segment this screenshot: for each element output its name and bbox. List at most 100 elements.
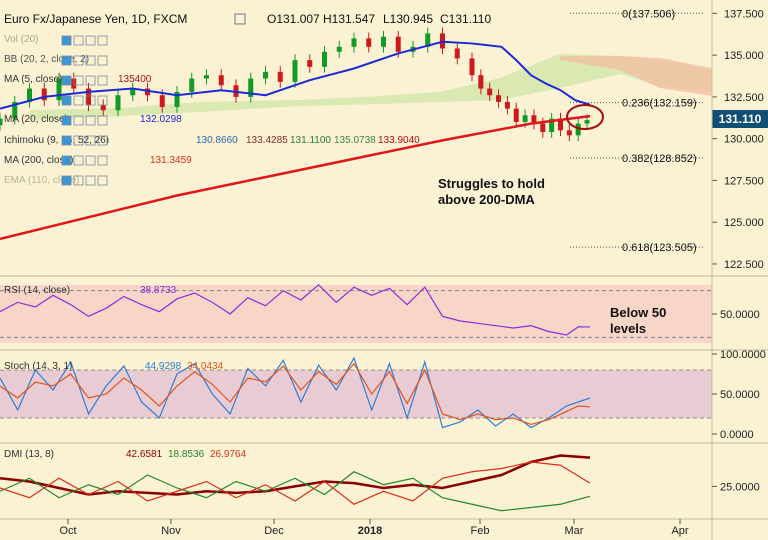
dmi-series-0 bbox=[0, 454, 591, 496]
legend-control-button[interactable] bbox=[85, 155, 96, 166]
legend-control-button[interactable] bbox=[73, 155, 84, 166]
legend-control-button[interactable] bbox=[73, 35, 84, 46]
stoch-y-tick-label: 50.0000 bbox=[720, 389, 760, 401]
legend-control-button[interactable] bbox=[85, 115, 96, 126]
legend-control-button[interactable] bbox=[97, 115, 108, 126]
candle-body bbox=[496, 95, 502, 102]
candle-body bbox=[277, 71, 283, 82]
legend-control-button[interactable] bbox=[73, 95, 84, 106]
candle-body bbox=[27, 88, 32, 102]
ma-200-label: MA (200, close) bbox=[4, 155, 73, 166]
stoch-lines bbox=[0, 356, 712, 429]
candle-body bbox=[558, 118, 563, 131]
rsi-y-tick-label: 50.0000 bbox=[720, 309, 760, 321]
ichimoku-value-1: 130.8660 bbox=[196, 135, 238, 146]
ichimoku-value-5: 133.9040 bbox=[378, 135, 420, 146]
legend-control-button[interactable] bbox=[73, 175, 84, 186]
x-tick-label: Mar bbox=[565, 525, 584, 537]
legend-control-button[interactable] bbox=[61, 75, 72, 86]
fib-level-label-1: 0.236(132.159) bbox=[622, 98, 697, 110]
fib-level-label-3: 0.618(123.505) bbox=[622, 242, 697, 254]
vol-label: Vol (20) bbox=[4, 34, 38, 45]
candle-body bbox=[86, 88, 91, 106]
fib-lines: 0(137.506) 0.236(132.159) 0.382(128.852) 0.… bbox=[570, 8, 705, 254]
legend-control-button[interactable] bbox=[85, 55, 96, 66]
candle-body bbox=[549, 118, 555, 132]
legend-control-button[interactable] bbox=[61, 35, 72, 46]
dmi-label: DMI (13, 8) bbox=[4, 449, 54, 460]
candle-body bbox=[531, 115, 537, 124]
legend-control-button[interactable] bbox=[85, 95, 96, 106]
candles bbox=[0, 27, 590, 142]
dmi-y-tick-label: 25.0000 bbox=[720, 481, 760, 493]
ma-a-value: 135400 bbox=[118, 74, 152, 85]
legend-control-button[interactable] bbox=[85, 135, 96, 146]
low-label: L130.945 bbox=[383, 12, 433, 26]
annotation-struggles-line2: above 200-DMA bbox=[438, 192, 535, 207]
candle-body bbox=[12, 101, 18, 119]
legend-control-button[interactable] bbox=[73, 115, 84, 126]
legend-control-button[interactable] bbox=[61, 95, 72, 106]
candle-body bbox=[575, 123, 581, 136]
candle-body bbox=[540, 123, 546, 132]
candle-body bbox=[478, 75, 484, 89]
x-tick-label: Dec bbox=[264, 525, 284, 537]
dmi-lines bbox=[0, 454, 591, 512]
legend-control-button[interactable] bbox=[97, 135, 108, 146]
legend-control-button[interactable] bbox=[97, 155, 108, 166]
x-tick-label: 2018 bbox=[358, 525, 382, 537]
stoch-value-k: 44.9298 bbox=[145, 361, 182, 372]
candle-body bbox=[100, 105, 106, 111]
legend-control-button[interactable] bbox=[73, 75, 84, 86]
legend-control-button[interactable] bbox=[97, 95, 108, 106]
main-y-tick-label: 130.000 bbox=[724, 134, 764, 146]
candle-body bbox=[425, 33, 431, 47]
stoch-label: Stoch (14, 3, 1) bbox=[4, 361, 72, 372]
legend-control-button[interactable] bbox=[85, 75, 96, 86]
candle-body bbox=[159, 95, 165, 107]
legend-control-button[interactable] bbox=[61, 135, 72, 146]
dmi-value-minus: 26.9764 bbox=[210, 449, 247, 460]
legend-control-button[interactable] bbox=[61, 175, 72, 186]
ichimoku-cloud bbox=[30, 54, 712, 120]
x-tick-label: Oct bbox=[59, 525, 76, 537]
fib-level-label-2: 0.382(128.852) bbox=[622, 153, 697, 165]
main-y-tick-label: 137.500 bbox=[724, 8, 764, 20]
legend-control-button[interactable] bbox=[97, 175, 108, 186]
x-tick-label: Feb bbox=[471, 525, 490, 537]
legend-control-button[interactable] bbox=[61, 55, 72, 66]
candle-body bbox=[41, 88, 47, 101]
annotation-struggles-line1: Struggles to hold bbox=[438, 176, 545, 191]
legend-control-button[interactable] bbox=[85, 35, 96, 46]
legend-control-button[interactable] bbox=[73, 135, 84, 146]
candle-body bbox=[487, 88, 493, 96]
candle-body bbox=[504, 101, 510, 109]
ma-200-line bbox=[0, 114, 591, 241]
settings-button[interactable] bbox=[234, 13, 246, 25]
main-y-axis: 137.500 135.000 132.500 130.000 127.500 125.0… bbox=[712, 8, 764, 271]
x-tick-label: Apr bbox=[671, 525, 688, 537]
close-label: C131.110 bbox=[440, 12, 491, 26]
legend-control-button[interactable] bbox=[73, 55, 84, 66]
dmi-value-adx: 42.6581 bbox=[126, 449, 163, 460]
legend-control-button[interactable] bbox=[97, 55, 108, 66]
main-panel: 0(137.506) 0.236(132.159) 0.382(128.852) 0.… bbox=[0, 0, 712, 274]
legend-control-button[interactable] bbox=[61, 155, 72, 166]
candle-body bbox=[584, 120, 590, 124]
ma-a-label: MA (5, close) bbox=[4, 74, 62, 85]
x-axis: Oct Nov Dec 2018 Feb Mar Apr bbox=[59, 519, 689, 537]
dmi-series-2 bbox=[0, 461, 591, 505]
main-y-tick-label: 122.500 bbox=[724, 259, 764, 271]
legend-control-button[interactable] bbox=[97, 75, 108, 86]
legend-control-button[interactable] bbox=[61, 115, 72, 126]
high-label: H131.547 bbox=[323, 12, 375, 26]
candle-body bbox=[513, 108, 519, 122]
ma-20-value: 132.0298 bbox=[140, 114, 182, 125]
stoch-y-tick-label: 0.0000 bbox=[720, 429, 754, 441]
ma-20-line bbox=[0, 40, 591, 110]
legend-control-button[interactable] bbox=[97, 35, 108, 46]
stoch-band bbox=[0, 370, 712, 418]
legend-control-button[interactable] bbox=[85, 175, 96, 186]
candle-body bbox=[292, 60, 298, 82]
